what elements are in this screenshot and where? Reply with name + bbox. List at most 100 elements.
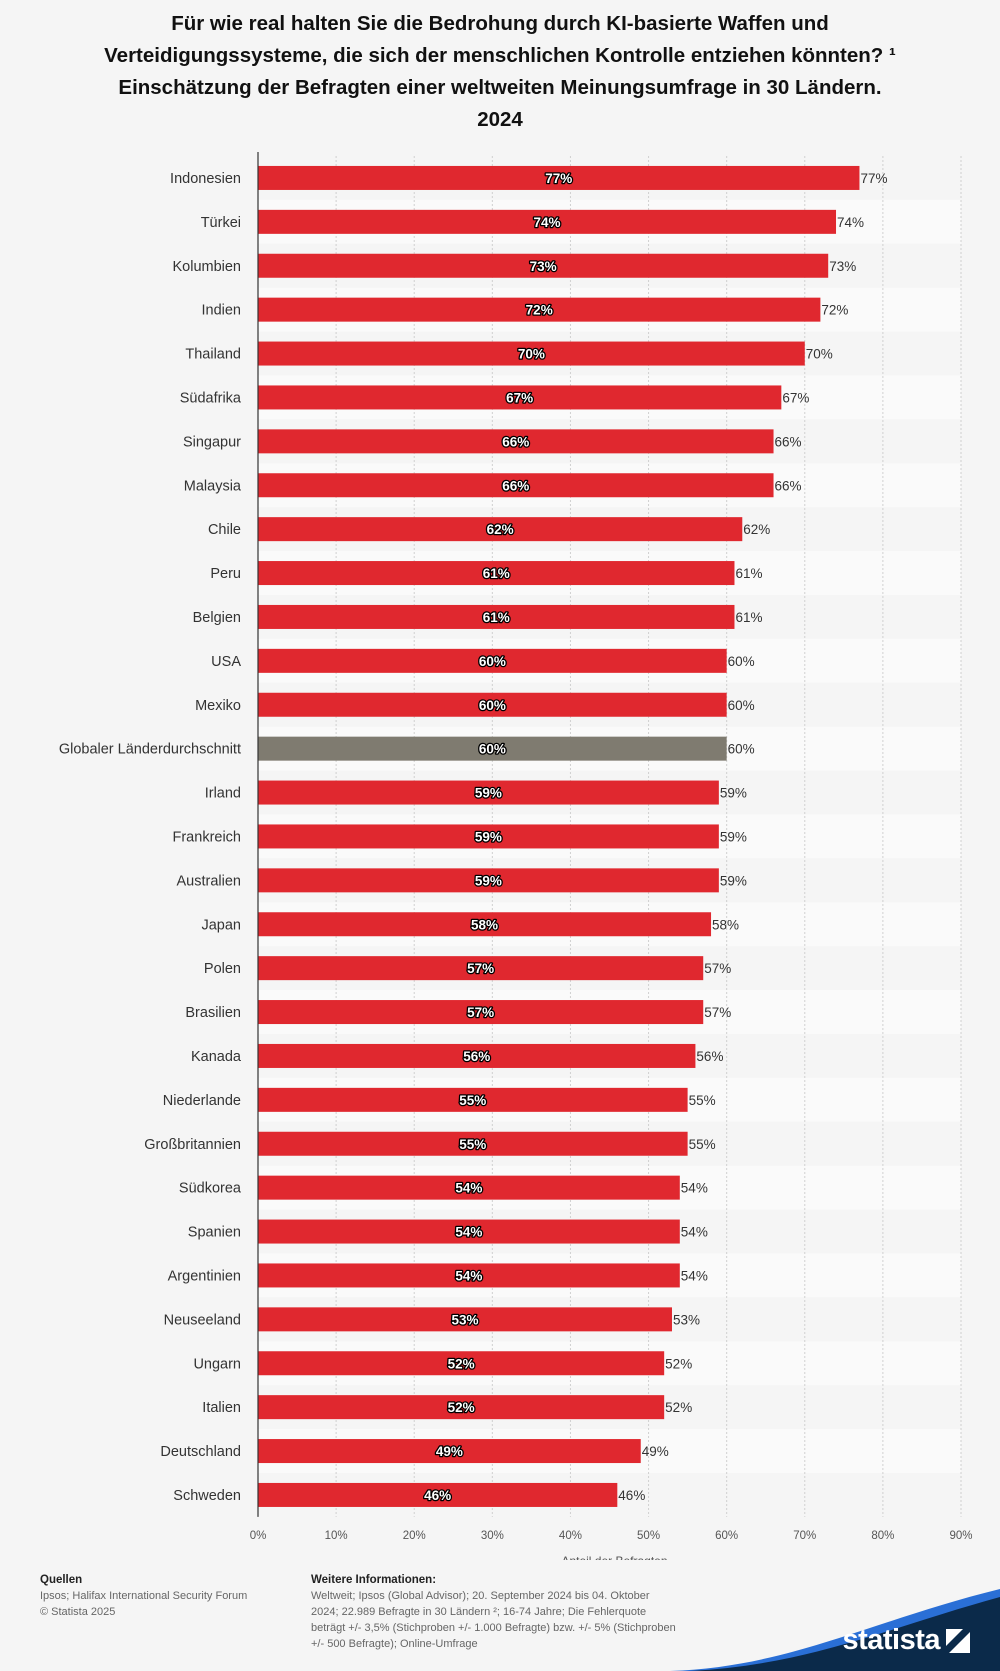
logo-icon-cut [946, 1629, 970, 1653]
x-tick-label: 20% [403, 1530, 426, 1542]
x-axis-title: Anteil der Befragten [561, 1554, 667, 1560]
bar-value-label: 55% [459, 1137, 486, 1152]
bar [258, 692, 727, 717]
category-label: Irland [205, 786, 241, 802]
category-label: USA [211, 654, 241, 670]
bar [258, 868, 719, 893]
bars [258, 165, 860, 1507]
x-tick-label: 50% [637, 1530, 660, 1542]
data-label: 59% [720, 873, 747, 888]
data-label: 56% [696, 1049, 723, 1064]
bar [258, 824, 719, 849]
bar-value-label: 60% [479, 742, 506, 757]
bar-value-label: 77% [545, 171, 572, 186]
bar-value-label: 58% [471, 917, 498, 932]
bar [258, 780, 719, 805]
bar [258, 648, 727, 673]
data-label: 72% [821, 303, 848, 318]
bar [258, 473, 774, 498]
category-label: Belgien [193, 610, 241, 626]
x-tick-label: 80% [871, 1530, 894, 1542]
category-label: Südafrika [180, 390, 242, 406]
info-line: Weltweit; Ipsos (Global Advisor); 20. Se… [311, 1590, 650, 1602]
bar [258, 209, 837, 234]
value-labels: 77% 77% 74% 74% 73% 73% 72% 72% 70% 70% 67% 67% 66% 6… [423, 170, 888, 1505]
bar-value-label: 56% [463, 1049, 490, 1064]
x-axis: 0% 10% 20% 30% 40% 50% 60% 70% 80% 90% Anteil der … [250, 152, 973, 1560]
category-label: Australien [177, 873, 241, 889]
bar-value-label: 74% [533, 215, 560, 230]
bar-value-label: 52% [448, 1400, 475, 1415]
title-line-4: 2024 [477, 108, 523, 131]
data-label: 52% [665, 1356, 692, 1371]
data-label: 54% [681, 1225, 708, 1240]
bar [258, 1351, 665, 1376]
category-label: Indonesien [170, 171, 241, 187]
data-label: 61% [735, 566, 762, 581]
bar-value-label: 52% [448, 1356, 475, 1371]
bar [258, 297, 821, 322]
data-label: 57% [704, 961, 731, 976]
bar [258, 1087, 688, 1112]
category-label: Italien [202, 1400, 241, 1416]
category-label: Kolumbien [172, 259, 241, 275]
x-tick-label: 0% [250, 1530, 267, 1542]
bar-value-label: 46% [424, 1488, 451, 1503]
category-label: Polen [204, 961, 241, 977]
bar-value-label: 72% [526, 303, 553, 318]
chart-title: Für wie real halten Sie die Bedrohung du… [40, 8, 960, 136]
category-label: Großbritannien [144, 1137, 241, 1153]
bar-value-label: 59% [475, 786, 502, 801]
copyright-line: © Statista 2025 [40, 1606, 116, 1618]
footer-info: Weitere Informationen: Weltweit; Ipsos (… [311, 1572, 731, 1652]
bar [258, 1395, 665, 1420]
x-tick-label: 40% [559, 1530, 582, 1542]
bar [258, 912, 712, 937]
category-label: Kanada [191, 1049, 242, 1065]
bar-value-label: 61% [483, 610, 510, 625]
bar [258, 1000, 704, 1025]
sources-heading: Quellen [40, 1574, 83, 1586]
bar [258, 1263, 680, 1288]
data-label: 55% [689, 1137, 716, 1152]
x-tick-label: 30% [481, 1530, 504, 1542]
data-label: 60% [728, 698, 755, 713]
bar [258, 253, 829, 278]
bar-value-label: 49% [436, 1444, 463, 1459]
bar [258, 1175, 680, 1200]
category-label: Türkei [201, 215, 241, 231]
data-label: 54% [681, 1268, 708, 1283]
data-label: 73% [829, 259, 856, 274]
bar [258, 736, 727, 761]
footer-sources: Quellen Ipsos; Halifax International Sec… [40, 1572, 300, 1620]
category-label: Brasilien [185, 1005, 241, 1021]
data-label: 46% [618, 1488, 645, 1503]
bar-value-label: 60% [479, 654, 506, 669]
data-label: 60% [728, 654, 755, 669]
category-label: Niederlande [163, 1093, 241, 1109]
info-line: 2024; 22.989 Befragte in 30 Ländern ²; 1… [311, 1606, 647, 1618]
bar-chart: Indonesien Türkei Kolumbien Indien Thailand S… [59, 152, 973, 1560]
x-tick-label: 90% [949, 1530, 972, 1542]
brand-logo-text: statista [842, 1624, 940, 1656]
data-label: 61% [735, 610, 762, 625]
category-label: Ungarn [193, 1356, 241, 1372]
bar-value-label: 57% [467, 1005, 494, 1020]
data-label: 74% [837, 215, 864, 230]
statista-brand[interactable]: statista [670, 1581, 1000, 1671]
sources-line[interactable]: Ipsos; Halifax International Security Fo… [40, 1590, 248, 1602]
bar [258, 1131, 688, 1156]
data-label: 55% [689, 1093, 716, 1108]
bar [258, 956, 704, 981]
bar-value-label: 57% [467, 961, 494, 976]
bar-value-label: 60% [479, 698, 506, 713]
data-label: 53% [673, 1312, 700, 1327]
bar-value-label: 66% [502, 434, 529, 449]
data-label: 59% [720, 829, 747, 844]
bar-value-label: 53% [451, 1312, 478, 1327]
bar-value-label: 67% [506, 390, 533, 405]
bar [258, 517, 743, 542]
bar [258, 429, 774, 454]
data-label: 54% [681, 1181, 708, 1196]
x-tick-label: 10% [325, 1530, 348, 1542]
